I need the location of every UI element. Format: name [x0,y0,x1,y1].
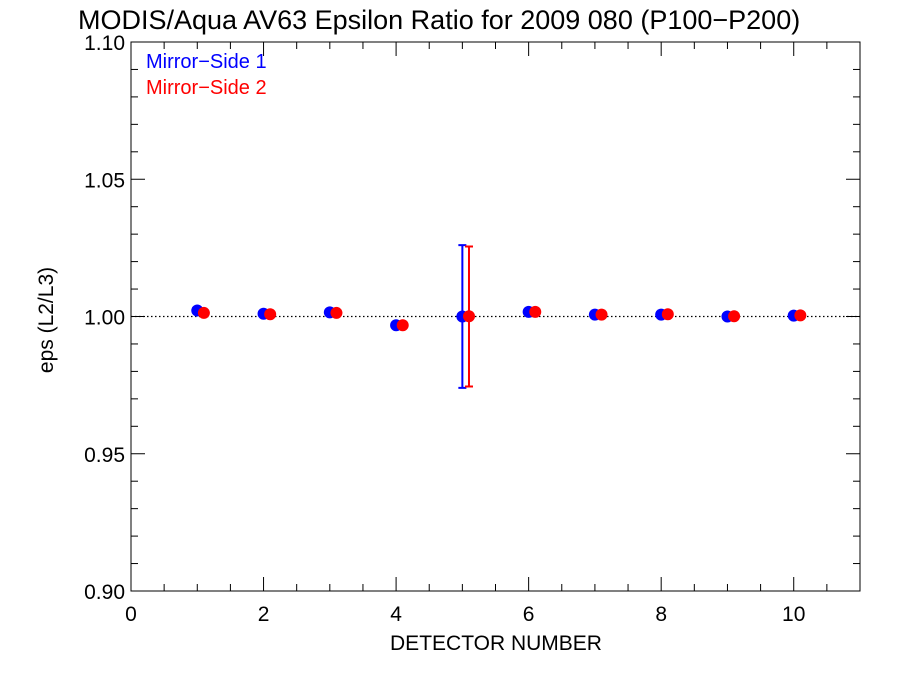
series-2-point [330,306,343,319]
x-tick-label: 8 [655,603,667,626]
series-2-point [794,309,807,322]
legend-entry-2: Mirror−Side 2 [146,77,267,99]
series-2-point [728,310,741,323]
x-tick-label: 10 [782,603,805,626]
series-2-point [661,308,674,321]
y-axis-label: eps (L2/L3) [35,267,58,373]
x-tick-label: 4 [390,603,402,626]
x-tick-label: 2 [258,603,270,626]
y-tick-label: 1.00 [84,307,125,330]
x-tick-label: 6 [523,603,535,626]
y-tick-label: 1.05 [84,169,125,192]
y-tick-label: 1.10 [84,32,125,55]
series-2-point [396,319,409,332]
y-tick-label: 0.95 [84,444,125,467]
series-2-point [197,306,210,319]
series-2-point [462,310,475,323]
x-tick-label: 0 [125,603,137,626]
chart-title: MODIS/Aqua AV63 Epsilon Ratio for 2009 0… [78,5,800,35]
x-axis-label: DETECTOR NUMBER [390,632,602,655]
y-tick-label: 0.90 [84,581,125,604]
series-2-point [529,305,542,318]
plot-area: 0 2 4 6 8 10 0.90 0.95 1.00 1.05 1.10 Mirror−Side 1… [84,32,861,626]
series-2-point [595,308,608,321]
series-2-point [264,308,277,321]
legend-entry-1: Mirror−Side 1 [146,51,267,73]
